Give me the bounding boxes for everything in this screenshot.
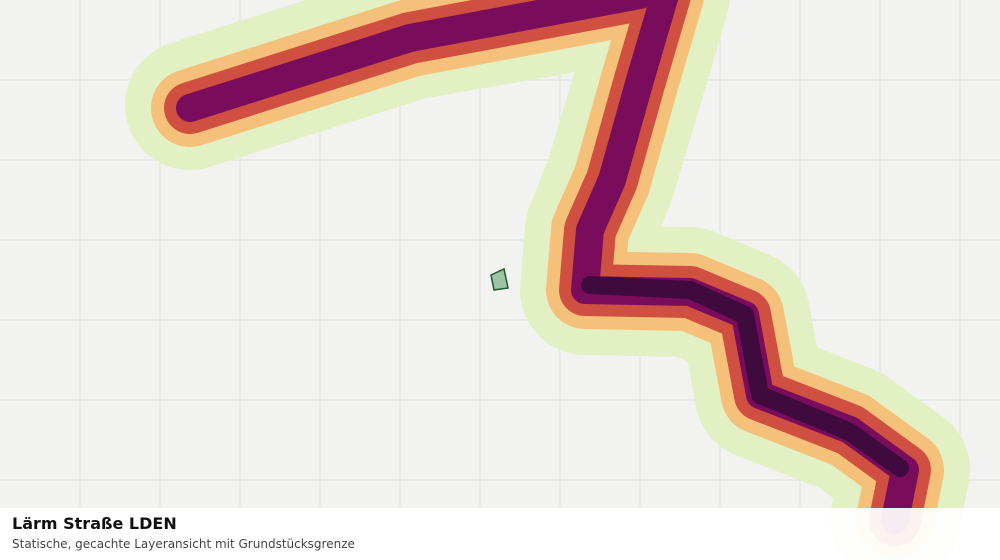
noise-layer [125,0,970,560]
info-panel: Lärm Straße LDEN Statische, gecachte Lay… [0,508,1000,560]
parcel-boundary [490,267,509,291]
layer-title: Lärm Straße LDEN [12,514,177,533]
layer-subtitle: Statische, gecachte Layeransicht mit Gru… [12,537,355,551]
